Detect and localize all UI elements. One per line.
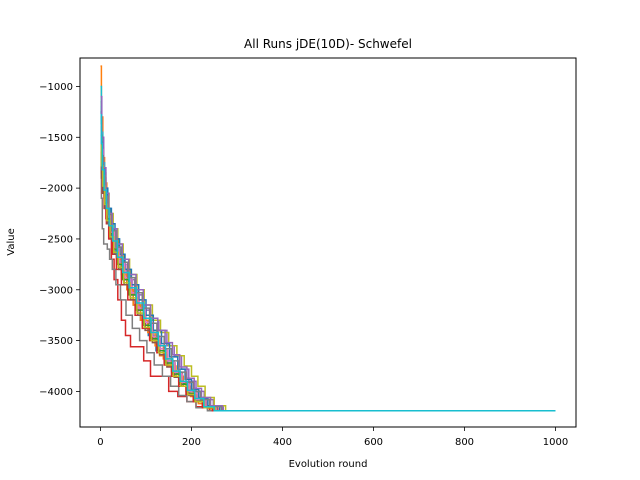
y-tick-label: −1500 bbox=[39, 133, 73, 144]
x-axis-label: Evolution round bbox=[289, 459, 368, 470]
x-tick-label: 1000 bbox=[543, 437, 568, 448]
series-line-15 bbox=[100, 95, 556, 412]
y-tick-label: −2500 bbox=[39, 234, 73, 245]
y-axis-ticks: −4000 −3500 −3000 −2500 −2000 −1500 −1000 bbox=[39, 82, 80, 398]
y-tick-label: −3000 bbox=[39, 285, 73, 296]
x-tick-label: 0 bbox=[97, 437, 103, 448]
y-tick-label: −1000 bbox=[39, 82, 73, 93]
series-line-8 bbox=[100, 156, 556, 412]
x-tick-label: 600 bbox=[364, 437, 383, 448]
x-tick-label: 200 bbox=[182, 437, 201, 448]
x-tick-label: 800 bbox=[455, 437, 474, 448]
y-tick-label: −3500 bbox=[39, 336, 73, 347]
series-layer bbox=[100, 65, 556, 412]
y-axis-label: Value bbox=[6, 228, 17, 255]
y-tick-label: −4000 bbox=[39, 387, 73, 398]
x-axis-ticks: 0 200 400 600 800 1000 bbox=[97, 427, 568, 448]
series-line-20 bbox=[100, 114, 556, 412]
y-tick-label: −2000 bbox=[39, 184, 73, 195]
chart-title: All Runs jDE(10D)- Schwefel bbox=[244, 37, 412, 51]
plot-area-frame bbox=[79, 57, 577, 428]
x-tick-label: 400 bbox=[273, 437, 292, 448]
